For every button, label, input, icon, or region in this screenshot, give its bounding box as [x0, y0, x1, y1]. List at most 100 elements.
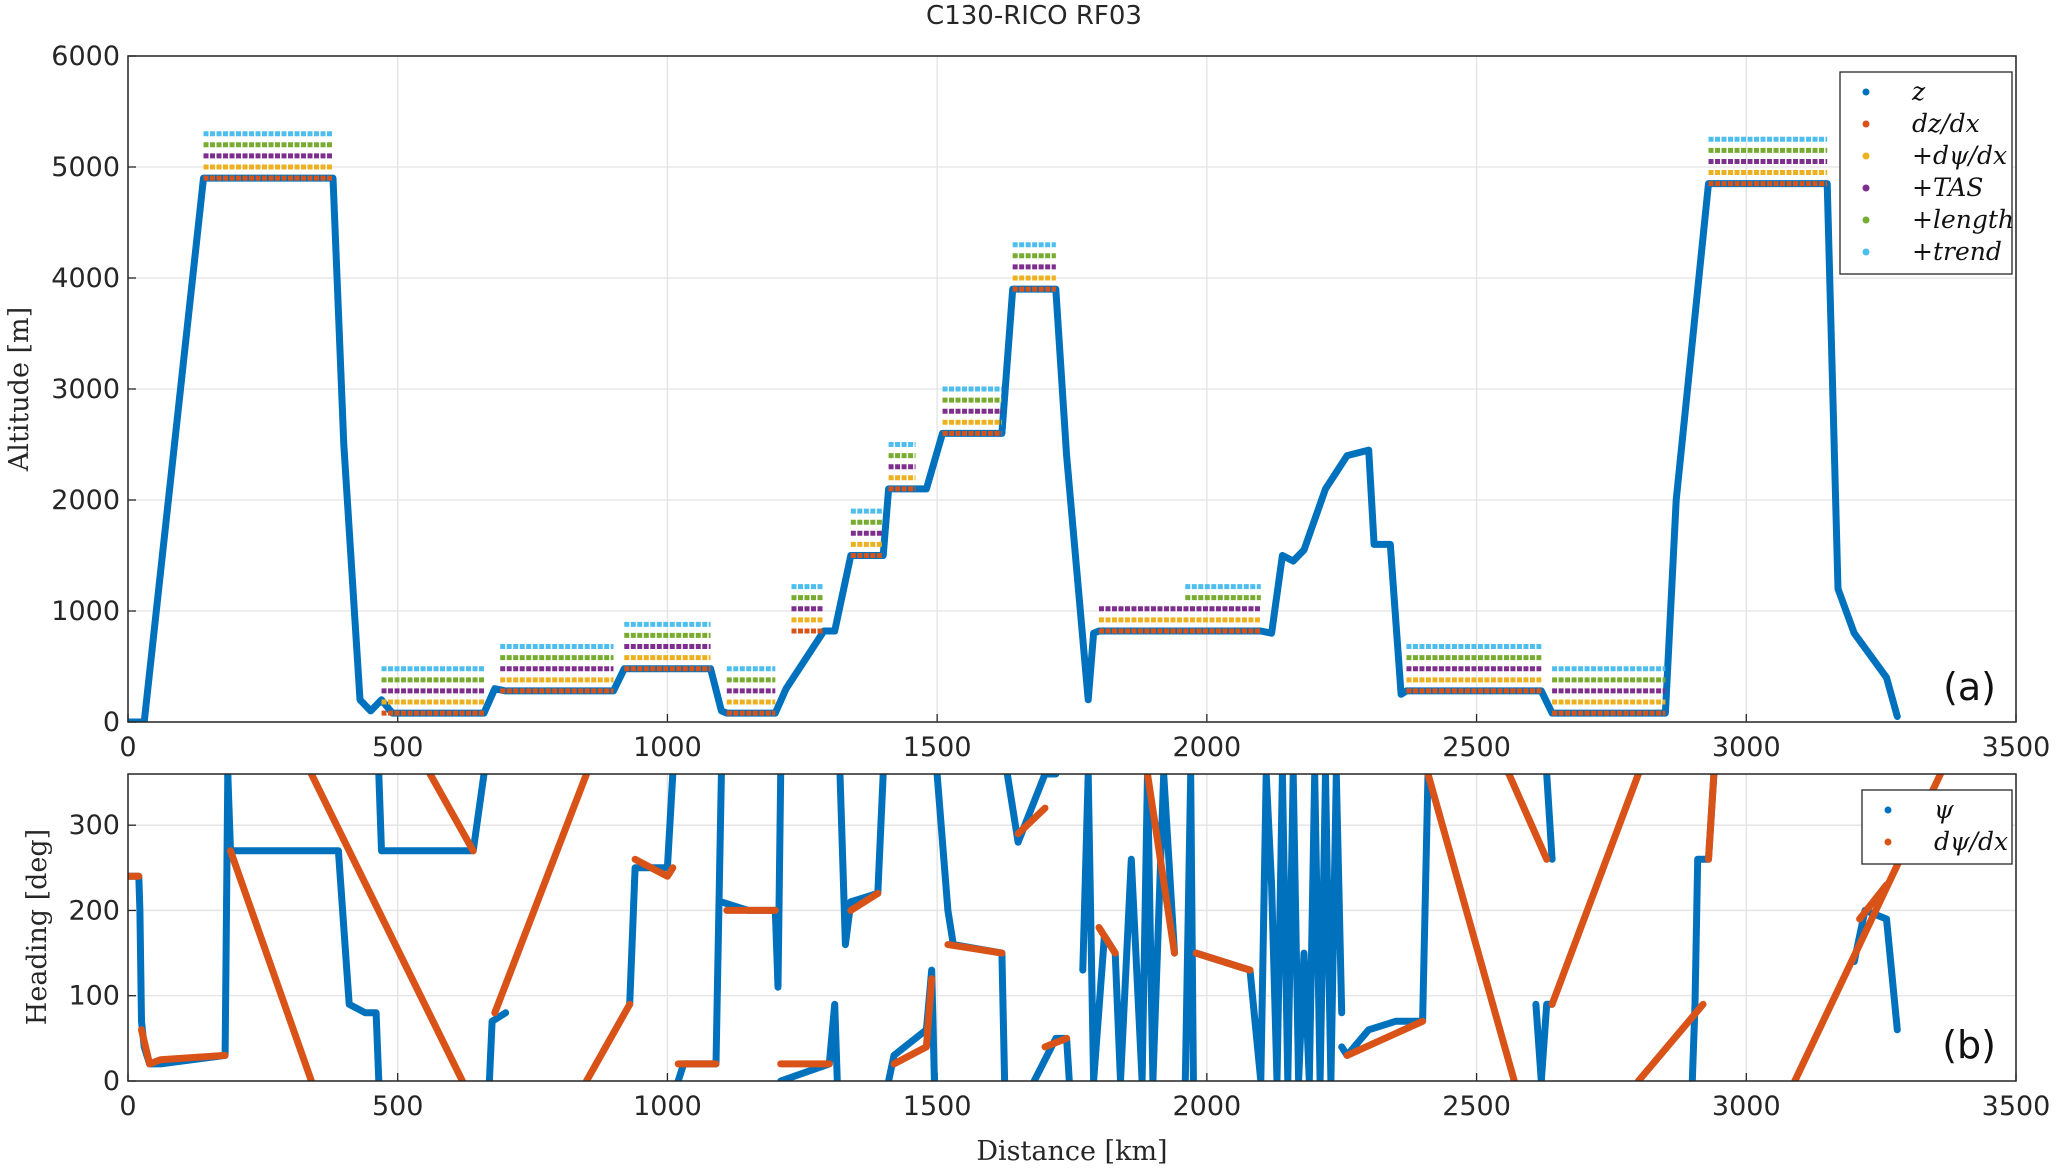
series-line [224, 774, 383, 1081]
x-tick-label: 0 [119, 732, 136, 763]
series-trend-0 [203, 131, 1828, 672]
series-line [1095, 924, 1119, 957]
heading-series [128, 774, 1944, 1081]
altitude-panel: 0 500 1000 1500 2000 2500 3000 3500 0 1000 2000 300… [4, 41, 2050, 763]
legend-label: dz/dx [1912, 109, 1980, 138]
series-line [1543, 774, 1556, 863]
heading-axes-box [127, 773, 2017, 1082]
series-line [1041, 1034, 1071, 1051]
heading-grid [127, 774, 2017, 1082]
series-line [1192, 949, 1254, 974]
legend-marker [1884, 838, 1892, 846]
x-tick-label: 2500 [1442, 1091, 1511, 1122]
y-tick-label: 1000 [51, 596, 120, 627]
distance-axis-label: Distance [km] [976, 1136, 1167, 1167]
series-z-0 [128, 174, 1901, 722]
series-line [1338, 774, 1432, 1059]
legend-label: +dψ/dx [1912, 141, 2007, 170]
series-line [1079, 774, 1178, 1081]
x-tick-label: 3500 [1982, 732, 2051, 763]
legend-marker [1862, 152, 1870, 160]
series-line [674, 774, 725, 1081]
x-tick-label: 3000 [1712, 732, 1781, 763]
series-line [1850, 906, 1901, 1034]
y-tick-label: 6000 [51, 41, 120, 72]
legend-label: +length [1912, 205, 2014, 234]
series-line [1343, 1017, 1427, 1059]
heading-tick-labels: 0 500 1000 1500 2000 2500 3000 3500 0 100 200 300 [68, 810, 2050, 1122]
altitude-axes-box [127, 55, 2017, 723]
series-line [626, 774, 677, 1008]
series-line [1424, 774, 1518, 1081]
heading-legend: ψ dψ/dx [1861, 789, 2013, 865]
x-tick-label: 3000 [1712, 1091, 1781, 1122]
series-line [138, 1026, 229, 1068]
legend-marker [1862, 88, 1870, 96]
legend-label: ψ [1934, 795, 1954, 824]
series-line [1505, 774, 1551, 863]
y-tick-label: 5000 [51, 152, 120, 183]
panel-a-tag: (a) [1943, 665, 1996, 709]
x-tick-label: 3500 [1982, 1091, 2051, 1122]
series-line [631, 855, 677, 880]
altitude-grid [127, 55, 2017, 723]
y-tick-label: 0 [103, 1066, 120, 1097]
series-line [1548, 774, 1642, 1008]
altitude-series [128, 131, 1901, 722]
series-line [375, 774, 488, 855]
x-tick-label: 1500 [903, 1091, 972, 1122]
series-line [1144, 774, 1178, 957]
heading-panel: 0 500 1000 1500 2000 2500 3000 3500 0 100 200 300 H… [22, 773, 2050, 1167]
series-line [485, 1009, 510, 1081]
x-tick-label: 1500 [903, 732, 972, 763]
chart-title: C130-RICO RF03 [926, 1, 1142, 31]
series-d-dx-0 [203, 164, 1828, 705]
series-line [847, 889, 882, 914]
series-line [128, 774, 232, 1068]
series-line [717, 774, 785, 991]
series-line [890, 975, 936, 1068]
heading-axis-label: Heading [deg] [22, 829, 53, 1025]
altitude-legend: z dz/dx +dψ/dx +TAS +length +trend [1839, 71, 2014, 275]
altitude-axis-label: Altitude [m] [4, 307, 35, 472]
series-line [1014, 804, 1049, 838]
legend-box [1861, 789, 2013, 865]
series-d-dx-1 [128, 774, 1944, 1081]
legend-label: +trend [1912, 237, 2002, 266]
legend-marker [1862, 184, 1870, 192]
legend-label: +TAS [1912, 173, 1983, 202]
series-line [1192, 774, 1346, 1081]
series-line [1181, 774, 1197, 1081]
series-line [583, 1000, 634, 1081]
series-line [426, 774, 477, 855]
series-series-1 [128, 774, 1901, 1081]
x-tick-label: 2000 [1172, 732, 1241, 763]
legend-label: z [1911, 77, 1926, 106]
x-tick-label: 500 [372, 1091, 424, 1122]
series-line [1003, 774, 1060, 846]
y-tick-label: 0 [103, 707, 120, 738]
altitude-tick-labels: 0 500 1000 1500 2000 2500 3000 3500 0 1000 2000 300… [51, 41, 2050, 763]
series-line [944, 941, 1006, 957]
legend-marker [1862, 120, 1870, 128]
y-tick-label: 300 [68, 810, 120, 841]
series-line [933, 774, 1009, 1081]
x-tick-label: 2000 [1172, 1091, 1241, 1122]
series-length-0 [203, 142, 1828, 683]
series-line [491, 774, 590, 1017]
legend-marker [1884, 806, 1892, 814]
x-tick-label: 1000 [633, 1091, 702, 1122]
series-dz-dx-0 [203, 175, 1828, 716]
y-tick-label: 100 [68, 981, 120, 1012]
series-line [1532, 1000, 1556, 1081]
legend-marker [1862, 216, 1870, 224]
series-line [128, 174, 1901, 722]
panel-b-tag: (b) [1942, 1023, 1996, 1067]
series-tas-0 [203, 153, 1828, 694]
series-line [1856, 881, 1890, 923]
y-tick-label: 3000 [51, 374, 120, 405]
series-line [1634, 1000, 1707, 1081]
series-line [777, 1000, 841, 1081]
series-line [307, 774, 466, 1081]
series-line [227, 847, 315, 1081]
